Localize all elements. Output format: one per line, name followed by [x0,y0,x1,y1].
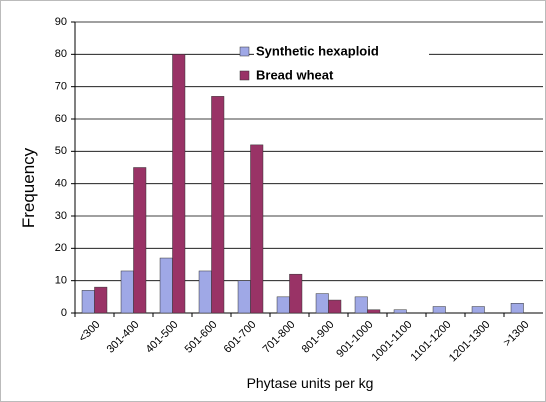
bar [211,96,225,314]
legend-bg [254,67,429,85]
y-tick-label: 20 [55,242,67,254]
y-tick-label: 0 [61,307,67,319]
bar [250,144,264,314]
legend-label: Bread wheat [256,67,334,82]
bar [354,296,368,314]
bar [367,309,381,314]
bar [172,54,186,314]
x-axis-label: Phytase units per kg [247,375,374,391]
legend-swatch [239,70,250,81]
bar [315,293,329,314]
bar [432,306,446,314]
legend-swatch [239,46,250,57]
legend-label: Synthetic hexaploid [256,43,379,58]
y-tick-label: 60 [55,113,67,125]
y-tick-label: 80 [55,48,67,60]
legend-bg [254,43,429,61]
y-tick-label: 90 [55,16,67,28]
y-tick-label: 70 [55,81,67,93]
bar [289,273,303,314]
bar [133,167,147,314]
y-tick-label: 10 [55,275,67,287]
bar [393,309,407,314]
bar [471,306,485,314]
bar [198,270,212,314]
y-tick-label: 30 [55,210,67,222]
bar [120,270,134,314]
bar [81,290,95,314]
bar [237,280,251,314]
bar [159,257,173,314]
y-tick-label: 40 [55,178,67,190]
bar [276,296,290,314]
y-axis-label: Frequency [19,147,38,228]
y-tick-label: 50 [55,145,67,157]
bar [510,303,524,314]
bar [94,286,108,314]
bar [328,299,342,314]
